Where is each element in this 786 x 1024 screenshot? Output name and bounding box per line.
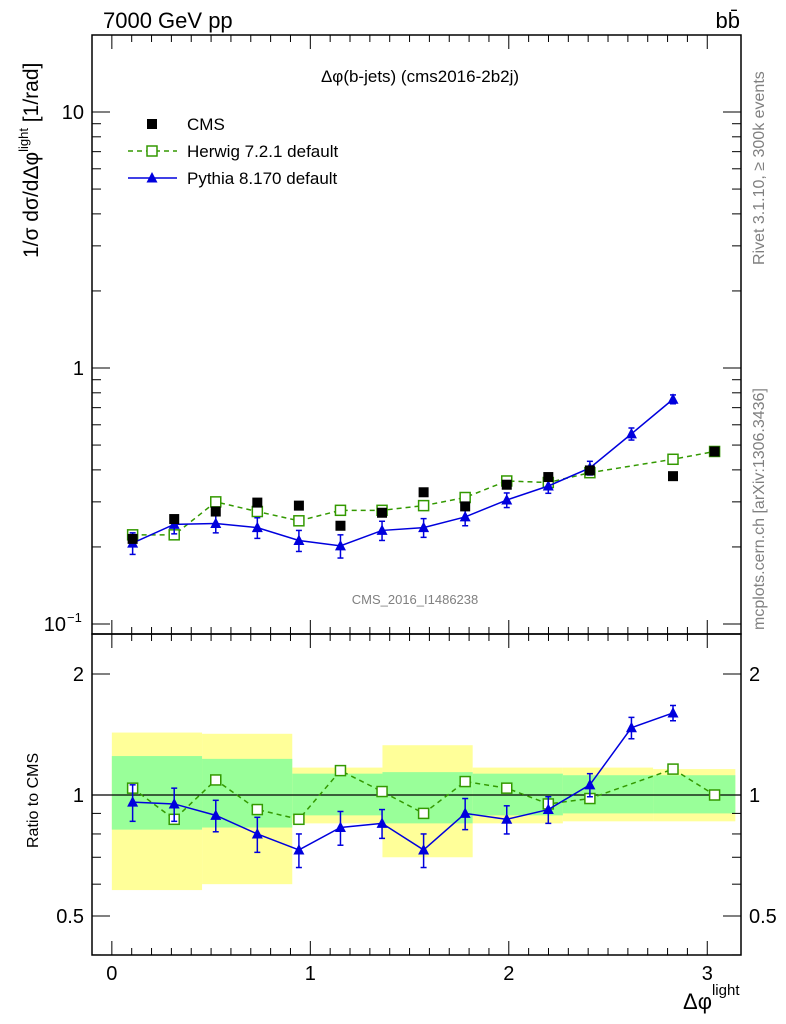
cms-data-point [210, 506, 221, 517]
y-axis-title: 1/σ dσ/dΔφlight [1/rad] [16, 63, 43, 258]
cms-data-point [335, 520, 346, 531]
uncertainty-band-inner [111, 756, 203, 830]
herwig-point [667, 453, 679, 466]
pythia-point [501, 494, 513, 505]
pythia-ratio-point [542, 803, 554, 815]
y-tick-label: 1 [73, 358, 84, 380]
herwig-ratio-point [500, 782, 513, 794]
process-label: bb̄ [716, 8, 740, 33]
y-tick-label-right: 1 [749, 785, 760, 807]
pythia-ratio-point [584, 778, 596, 790]
y-tick-label: 10 [44, 614, 66, 636]
cms-data-point [584, 465, 595, 476]
legend-pythia-label: Pythia 8.170 default [187, 169, 338, 188]
x-axis-title: Δφlight [683, 982, 740, 1014]
herwig-ratio-point [334, 764, 347, 777]
cms-data-point [501, 479, 512, 490]
y-tick-label: 1 [73, 785, 84, 807]
x-tick-label: 1 [305, 963, 316, 985]
plot-title: Δφ(b-jets) (cms2016-2b2j) [321, 67, 519, 86]
herwig-point [417, 499, 430, 512]
pythia-point [542, 479, 554, 491]
y-tick-label: 2 [73, 664, 84, 686]
y-tick-label-right: 0.5 [749, 906, 777, 928]
cms-data-point [169, 514, 180, 525]
herwig-ratio-point [459, 775, 471, 788]
x-tick-label: 2 [503, 963, 514, 985]
herwig-point [210, 496, 222, 508]
analysis-watermark: CMS_2016_I1486238 [352, 592, 479, 607]
herwig-ratio-point [293, 813, 305, 826]
herwig-ratio-point [667, 763, 679, 775]
herwig-point [293, 515, 305, 527]
legend-herwig-marker [146, 145, 158, 157]
legend-cms-label: CMS [187, 115, 225, 134]
ratio-plot: 0 1 2 3 0.5 0.5 1 1 2 2 Ratio to CMS Δφlight [25, 633, 777, 1014]
herwig-ratio-point [210, 774, 222, 786]
cms-data-point [252, 497, 263, 508]
ratio-axis-title: Ratio to CMS [25, 753, 42, 848]
pythia-ratio-point [667, 706, 679, 718]
y-tick-label: 10 [62, 102, 84, 124]
uncertainty-band-inner [653, 775, 736, 814]
herwig-ratio-point [376, 785, 388, 798]
pythia-ratio-point [168, 797, 180, 809]
pythia-point [293, 534, 305, 545]
cms-data-point [127, 533, 138, 544]
herwig-point [251, 505, 264, 518]
pythia-point [334, 539, 346, 551]
legend-herwig-label: Herwig 7.2.1 default [187, 142, 338, 161]
pythia-ratio-point [501, 813, 513, 824]
herwig-point [334, 504, 347, 517]
cms-data-point [543, 472, 554, 483]
cms-data-point [460, 501, 471, 512]
pythia-ratio-point [418, 843, 430, 855]
herwig-point [459, 491, 471, 504]
rivet-version-label: Rivet 3.1.10, ≥ 300k events [751, 71, 768, 265]
pythia-point [418, 521, 430, 533]
pythia-ratio-point [210, 809, 222, 820]
pythia-point [210, 517, 222, 528]
pythia-point [376, 524, 388, 535]
uncertainty-band-inner [562, 775, 654, 814]
pythia-ratio-point [334, 821, 346, 833]
pythia-ratio-point [459, 807, 471, 818]
x-tick-label: 0 [106, 963, 117, 985]
pythia-ratio-point [376, 817, 388, 828]
cms-data-point [418, 487, 429, 498]
legend: CMS Herwig 7.2.1 default Pythia 8.170 defa… [128, 115, 338, 188]
collision-label: 7000 GeV pp [103, 8, 233, 33]
pythia-point [459, 510, 471, 522]
y-tick-label: 0.5 [56, 906, 84, 928]
pythia-point [251, 521, 263, 533]
y-tick-label-exponent: −1 [67, 610, 82, 625]
pythia-ratio-point [251, 827, 263, 839]
herwig-line [132, 450, 715, 536]
herwig-ratio-point [417, 807, 430, 820]
x-tick-label: 3 [702, 963, 713, 985]
pythia-ratio-point [127, 796, 139, 807]
pythia-ratio-point [293, 843, 305, 855]
herwig-ratio-point [251, 803, 264, 816]
pythia-point [667, 393, 679, 404]
legend-cms-marker [147, 119, 157, 129]
cms-data-point [709, 446, 720, 457]
pythia-ratio-line [132, 712, 674, 851]
herwig-ratio-line [132, 768, 715, 821]
mcplots-reference-label: mcplots.cern.ch [arXiv:1306.3436] [751, 388, 768, 630]
cms-data-point [668, 471, 679, 482]
pythia-line [132, 398, 674, 547]
cms-data-point [377, 507, 388, 518]
cms-data-point [293, 500, 304, 511]
legend-pythia-marker [146, 172, 158, 183]
y-tick-label-right: 2 [749, 664, 760, 686]
pythia-ratio-point [625, 721, 637, 733]
herwig-ratio-point [708, 789, 721, 801]
pythia-point [625, 427, 637, 439]
